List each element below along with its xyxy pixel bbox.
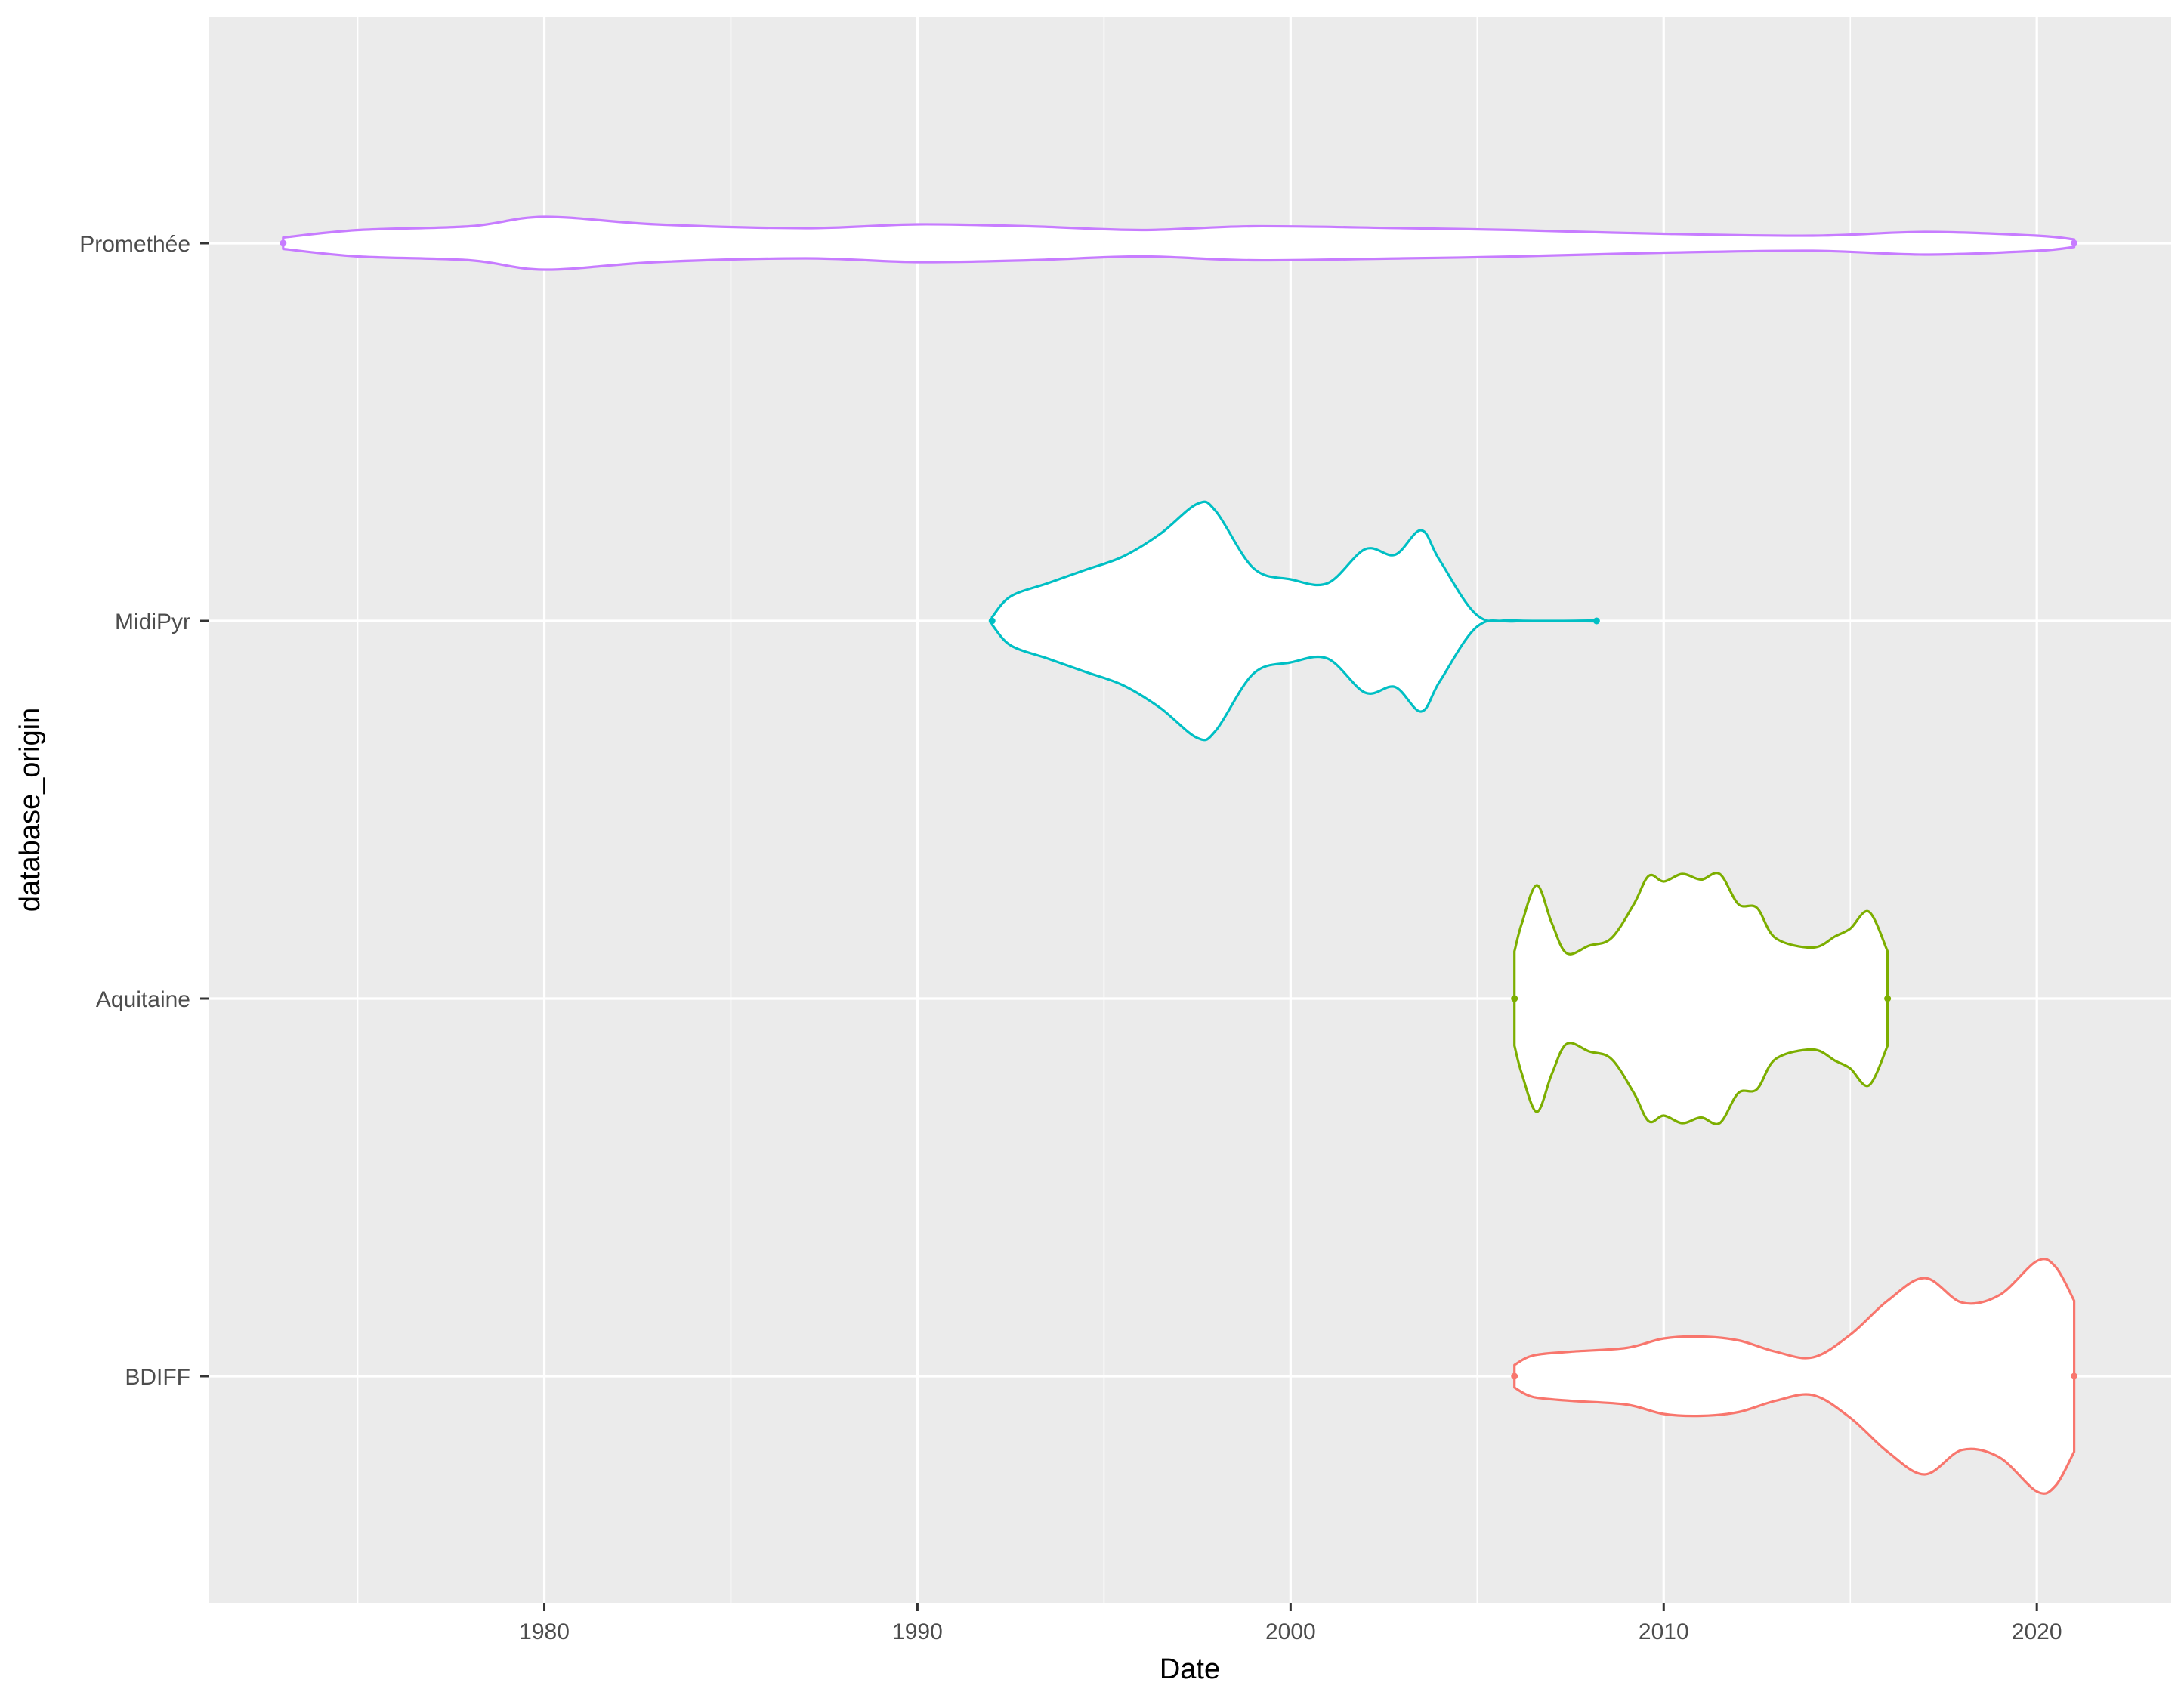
x-tick-label: 1980 xyxy=(519,1619,570,1644)
violin-aquitaine xyxy=(1513,872,1889,1125)
y-axis: BDIFF Aquitaine MidiPyr Promethée xyxy=(79,232,209,1390)
minor-grid xyxy=(357,17,1852,1603)
violin-aquitaine-max-point xyxy=(1884,995,1892,1002)
y-tick-label: Aquitaine xyxy=(96,987,190,1012)
violin-bdiff xyxy=(1513,1258,2076,1495)
violin-prometh-e-min-point xyxy=(280,239,287,247)
violin-midipyr-min-point xyxy=(988,617,996,625)
violins xyxy=(280,215,2078,1495)
x-tick-label: 2020 xyxy=(2012,1619,2062,1644)
x-axis: 1980 1990 2000 2010 2020 xyxy=(519,1603,2062,1644)
violin-prometh-e xyxy=(282,215,2076,271)
violin-midipyr-max-point xyxy=(1592,617,1600,625)
y-tick-label: BDIFF xyxy=(125,1365,190,1390)
violin-bdiff-min-point xyxy=(1511,1372,1518,1380)
violin-prometh-e-max-point xyxy=(2071,239,2078,247)
x-tick-label: 1990 xyxy=(892,1619,943,1644)
violin-aquitaine-min-point xyxy=(1511,995,1518,1002)
y-tick-label: MidiPyr xyxy=(115,610,190,634)
y-axis-title: database_origin xyxy=(14,708,46,912)
y-tick-label: Promethée xyxy=(79,232,190,257)
x-axis-title: Date xyxy=(1160,1653,1220,1685)
x-tick-label: 2000 xyxy=(1265,1619,1316,1644)
violin-bdiff-max-point xyxy=(2071,1372,2078,1380)
x-tick-label: 2010 xyxy=(1639,1619,1689,1644)
